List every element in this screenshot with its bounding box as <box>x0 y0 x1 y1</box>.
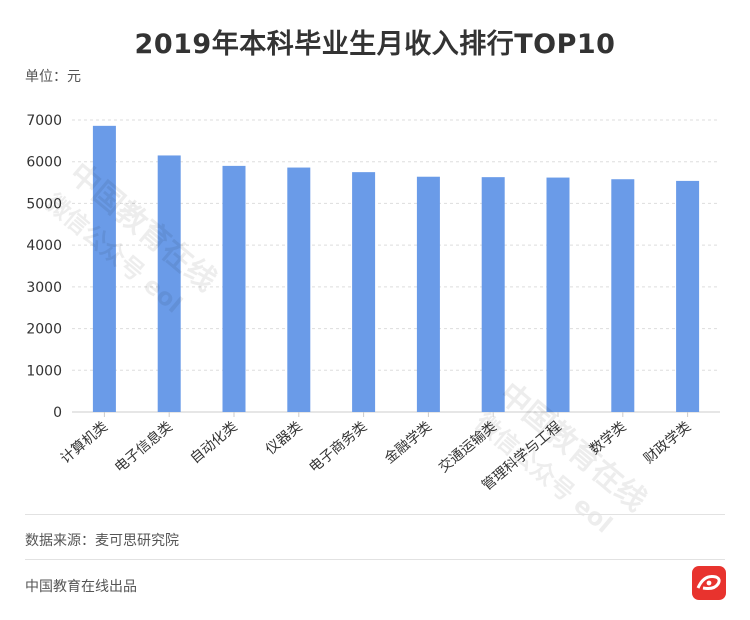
bar <box>546 177 570 412</box>
bar <box>92 125 116 412</box>
y-tick-label: 6000 <box>26 155 62 171</box>
bar <box>157 155 181 412</box>
eol-logo-icon <box>696 575 721 590</box>
x-tick-label: 电子信息类 <box>111 418 176 476</box>
eol-logo <box>692 566 726 600</box>
chart-title: 2019年本科毕业生月收入排行TOP10 <box>134 29 616 60</box>
x-tick-label: 自动化类 <box>187 419 240 467</box>
divider-top <box>25 514 725 515</box>
bar <box>222 165 246 412</box>
y-tick-label: 5000 <box>26 196 62 212</box>
x-tick-label: 金融学类 <box>382 419 435 467</box>
x-tick-label: 财政学类 <box>641 419 694 467</box>
y-tick-label: 3000 <box>26 280 62 296</box>
y-tick-label: 4000 <box>26 238 62 254</box>
x-tick-label: 计算机类 <box>58 419 111 467</box>
bar <box>416 176 440 412</box>
x-tick-label: 电子商务类 <box>306 419 370 476</box>
producer-credit: 中国教育在线出品 <box>25 579 137 595</box>
x-tick-label: 数学类 <box>587 419 629 458</box>
bar <box>481 177 505 412</box>
y-tick-label: 1000 <box>26 363 62 379</box>
y-tick-label: 2000 <box>26 322 62 338</box>
bar <box>287 167 311 412</box>
bar <box>352 172 376 412</box>
divider-bottom <box>25 559 725 560</box>
x-tick-label: 仪器类 <box>263 419 305 458</box>
unit-label: 单位：元 <box>25 69 81 85</box>
y-tick-label: 0 <box>53 405 62 421</box>
bar <box>611 179 635 412</box>
x-tick-label: 交通运输类 <box>435 418 500 476</box>
bar-chart: 0 1000 2000 3000 4000 5000 6000 7000 计算机类 电子信息类 自动… <box>26 113 720 494</box>
bar <box>676 180 700 412</box>
data-source: 数据来源：麦可思研究院 <box>25 533 179 549</box>
y-tick-label: 7000 <box>26 113 62 129</box>
